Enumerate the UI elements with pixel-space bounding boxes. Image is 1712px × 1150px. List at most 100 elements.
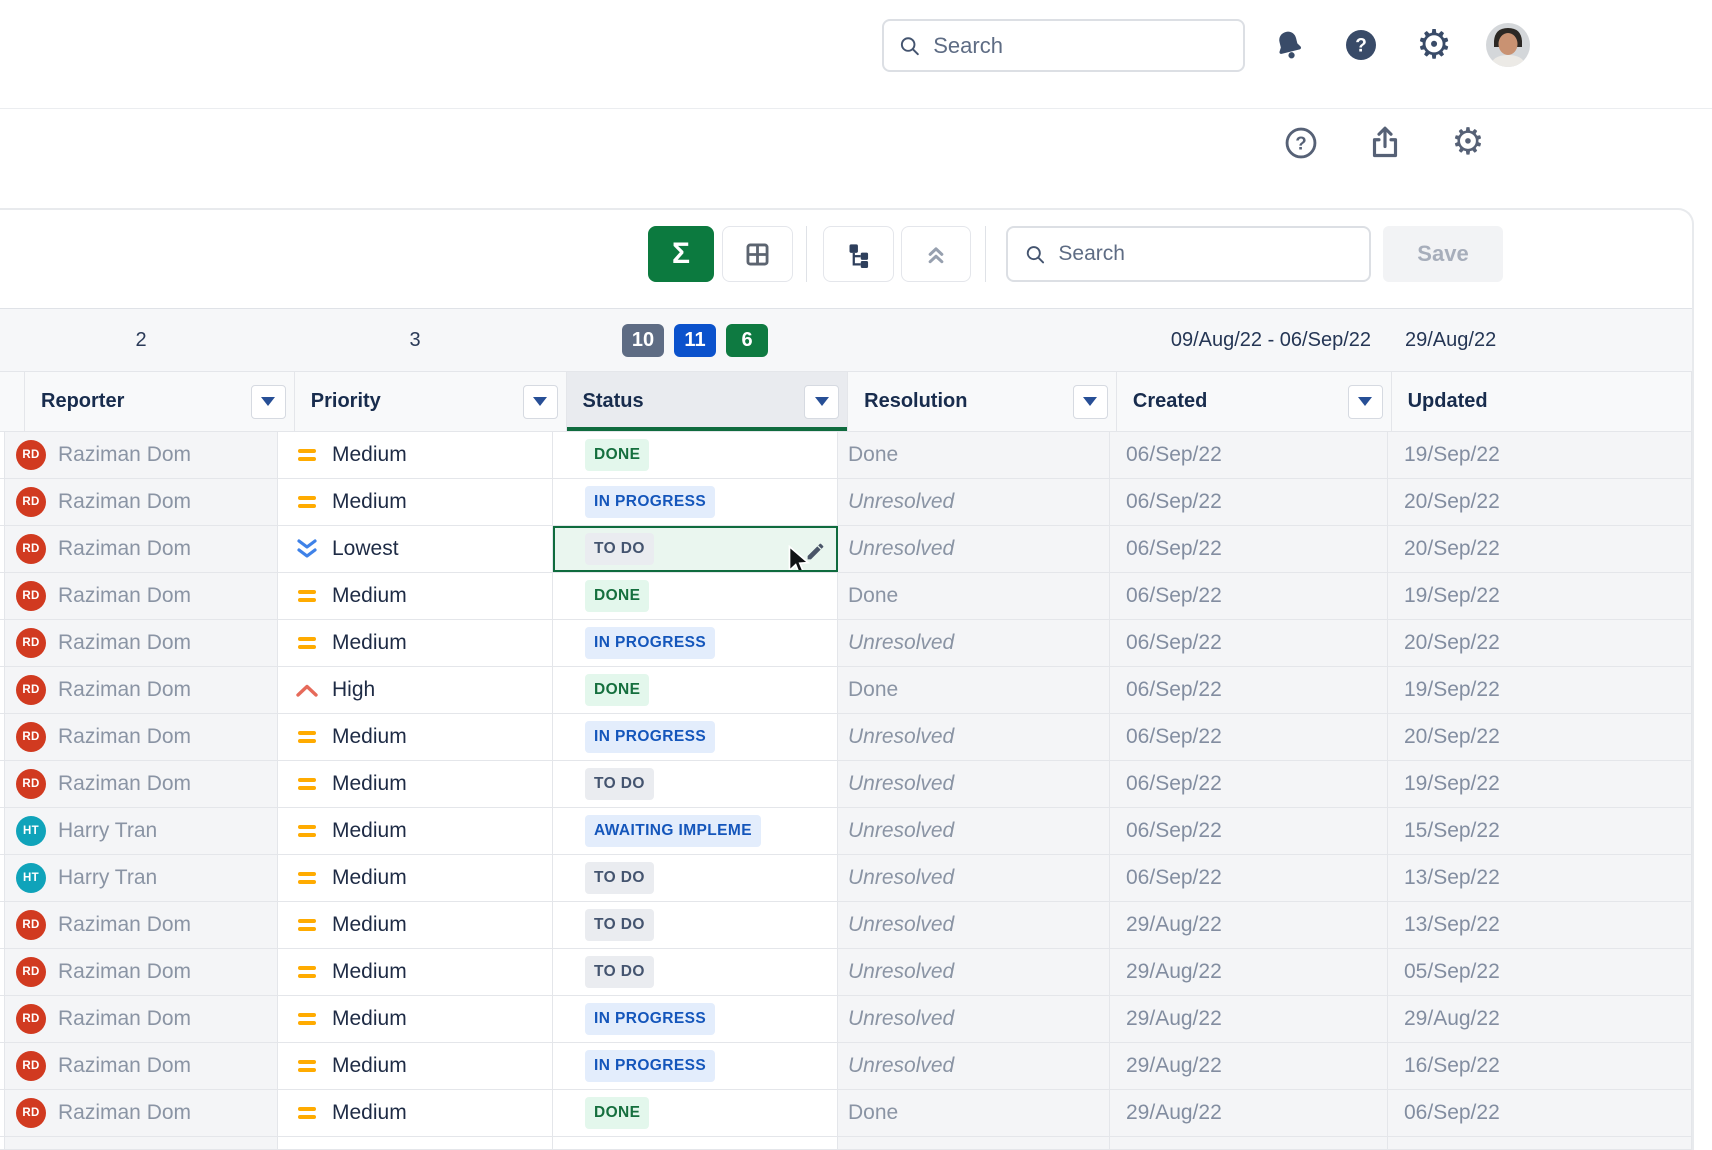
help-icon[interactable]: ? — [1339, 23, 1383, 67]
page-settings-gear-icon[interactable]: ⚙ — [1451, 120, 1485, 162]
save-button[interactable]: Save — [1383, 226, 1503, 282]
reporter-cell[interactable]: RD Raziman Dom — [5, 526, 278, 572]
priority-cell[interactable]: Medium — [278, 432, 553, 478]
updated-cell[interactable]: 19/Sep/22 — [1388, 573, 1692, 619]
status-cell[interactable]: IN PROGRESS — [553, 996, 838, 1042]
priority-cell[interactable]: Medium — [278, 620, 553, 666]
column-header-status[interactable]: Status — [566, 372, 849, 431]
status-cell[interactable]: IN PROGRESS — [553, 479, 838, 525]
status-cell[interactable]: TO DO — [553, 761, 838, 807]
status-cell[interactable]: TO DO — [553, 949, 838, 995]
updated-cell[interactable]: 29/Aug/22 — [1388, 996, 1692, 1042]
priority-cell[interactable]: Medium — [278, 1090, 553, 1136]
reporter-cell[interactable]: RD Raziman Dom — [5, 1090, 278, 1136]
priority-cell[interactable]: High — [278, 667, 553, 713]
priority-cell[interactable]: Medium — [278, 949, 553, 995]
column-header-created[interactable]: Created — [1116, 372, 1392, 431]
reporter-cell[interactable]: RD Raziman Dom — [5, 714, 278, 760]
resolution-cell[interactable]: Unresolved — [838, 479, 1110, 525]
tree-view-button[interactable] — [823, 226, 894, 282]
user-avatar[interactable] — [1486, 23, 1530, 67]
grid-view-button[interactable] — [722, 226, 793, 282]
sum-sigma-button[interactable]: Σ — [648, 226, 714, 282]
resolution-cell[interactable]: Unresolved — [838, 714, 1110, 760]
settings-gear-icon[interactable]: ⚙ — [1416, 23, 1452, 67]
status-cell[interactable]: DONE — [553, 667, 838, 713]
column-header-priority[interactable]: Priority — [294, 372, 567, 431]
priority-cell[interactable]: Medium — [278, 479, 553, 525]
created-cell[interactable]: 29/Aug/22 — [1110, 996, 1388, 1042]
priority-cell[interactable]: Medium — [278, 996, 553, 1042]
priority-cell[interactable]: Medium — [278, 855, 553, 901]
status-cell[interactable]: TO DO — [553, 526, 838, 572]
created-cell[interactable]: 06/Sep/22 — [1110, 479, 1388, 525]
column-header-updated[interactable]: Updated — [1391, 372, 1692, 431]
resolution-cell[interactable]: Done — [838, 1090, 1110, 1136]
reporter-cell[interactable]: RD Raziman Dom — [5, 667, 278, 713]
column-filter-created-dropdown[interactable] — [1347, 384, 1383, 419]
reporter-cell[interactable]: RD Raziman Dom — [5, 761, 278, 807]
updated-cell[interactable]: 19/Sep/22 — [1388, 432, 1692, 478]
updated-cell[interactable]: 20/Sep/22 — [1388, 620, 1692, 666]
global-search-input[interactable] — [933, 32, 1229, 59]
created-cell[interactable]: 06/Sep/22 — [1110, 526, 1388, 572]
reporter-cell[interactable]: HT Harry Tran — [5, 855, 278, 901]
updated-cell[interactable]: 06/Sep/22 — [1388, 1090, 1692, 1136]
status-cell[interactable]: AWAITING IMPLEME — [553, 808, 838, 854]
reporter-cell[interactable]: RD Raziman Dom — [5, 432, 278, 478]
status-cell[interactable]: IN PROGRESS — [553, 714, 838, 760]
resolution-cell[interactable]: Unresolved — [838, 526, 1110, 572]
table-search-input[interactable] — [1058, 242, 1353, 266]
created-cell[interactable]: 06/Sep/22 — [1110, 573, 1388, 619]
collapse-all-button[interactable] — [901, 226, 971, 282]
updated-cell[interactable]: 20/Sep/22 — [1388, 479, 1692, 525]
table-search[interactable] — [1006, 226, 1371, 282]
updated-cell[interactable]: 15/Sep/22 — [1388, 808, 1692, 854]
priority-cell[interactable]: Medium — [278, 761, 553, 807]
resolution-cell[interactable]: Unresolved — [838, 996, 1110, 1042]
status-cell[interactable]: DONE — [553, 573, 838, 619]
status-cell[interactable]: DONE — [553, 1090, 838, 1136]
resolution-cell[interactable]: Unresolved — [838, 902, 1110, 948]
updated-cell[interactable]: 19/Sep/22 — [1388, 761, 1692, 807]
updated-cell[interactable]: 20/Sep/22 — [1388, 714, 1692, 760]
status-cell[interactable]: TO DO — [553, 855, 838, 901]
edit-pencil-icon[interactable] — [805, 541, 826, 567]
resolution-cell[interactable]: Done — [838, 573, 1110, 619]
column-filter-status-dropdown[interactable] — [804, 384, 840, 419]
resolution-cell[interactable]: Unresolved — [838, 855, 1110, 901]
priority-cell[interactable]: Medium — [278, 902, 553, 948]
column-header-resolution[interactable]: Resolution — [848, 372, 1117, 431]
reporter-cell[interactable]: RD Raziman Dom — [5, 949, 278, 995]
notifications-bell-icon[interactable] — [1267, 23, 1311, 67]
reporter-cell[interactable]: RD Raziman Dom — [5, 573, 278, 619]
priority-cell[interactable]: Medium — [278, 1043, 553, 1089]
reporter-cell[interactable]: RD Raziman Dom — [5, 479, 278, 525]
column-filter-resolution-dropdown[interactable] — [1072, 384, 1108, 419]
priority-cell[interactable]: Medium — [278, 714, 553, 760]
updated-cell[interactable]: 13/Sep/22 — [1388, 902, 1692, 948]
created-cell[interactable]: 06/Sep/22 — [1110, 761, 1388, 807]
status-cell[interactable]: DONE — [553, 432, 838, 478]
updated-cell[interactable]: 13/Sep/22 — [1388, 855, 1692, 901]
priority-cell[interactable]: Medium — [278, 573, 553, 619]
resolution-cell[interactable]: Done — [838, 432, 1110, 478]
created-cell[interactable]: 29/Aug/22 — [1110, 949, 1388, 995]
priority-cell[interactable]: Medium — [278, 808, 553, 854]
resolution-cell[interactable]: Unresolved — [838, 620, 1110, 666]
resolution-cell[interactable]: Unresolved — [838, 949, 1110, 995]
page-help-icon[interactable]: ? — [1281, 123, 1321, 163]
created-cell[interactable]: 06/Sep/22 — [1110, 432, 1388, 478]
created-cell[interactable]: 29/Aug/22 — [1110, 1043, 1388, 1089]
resolution-cell[interactable]: Done — [838, 667, 1110, 713]
updated-cell[interactable]: 19/Sep/22 — [1388, 667, 1692, 713]
column-filter-priority-dropdown[interactable] — [522, 384, 558, 419]
created-cell[interactable]: 06/Sep/22 — [1110, 855, 1388, 901]
column-filter-reporter-dropdown[interactable] — [250, 384, 286, 419]
updated-cell[interactable]: 05/Sep/22 — [1388, 949, 1692, 995]
share-export-icon[interactable] — [1365, 122, 1405, 162]
created-cell[interactable]: 06/Sep/22 — [1110, 620, 1388, 666]
resolution-cell[interactable]: Unresolved — [838, 1043, 1110, 1089]
reporter-cell[interactable]: RD Raziman Dom — [5, 1043, 278, 1089]
status-cell[interactable]: IN PROGRESS — [553, 620, 838, 666]
